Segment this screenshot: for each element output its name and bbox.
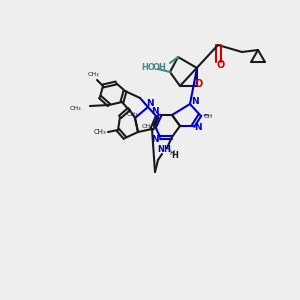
Text: O: O — [195, 79, 203, 89]
Text: HO: HO — [141, 62, 155, 71]
Text: N: N — [151, 136, 159, 145]
Text: N: N — [151, 107, 159, 116]
Text: N: N — [146, 100, 154, 109]
Text: CH₃: CH₃ — [126, 112, 138, 116]
Text: CH: CH — [204, 113, 213, 119]
Text: CH₃: CH₃ — [69, 106, 81, 110]
Text: OH: OH — [153, 62, 167, 71]
Text: CH₃: CH₃ — [94, 129, 106, 135]
Text: H: H — [169, 150, 175, 156]
Text: CH₃: CH₃ — [87, 73, 99, 77]
Text: NH: NH — [157, 146, 171, 154]
Text: =: = — [202, 112, 208, 118]
Text: CH: CH — [142, 124, 151, 128]
Text: N: N — [191, 98, 199, 106]
Text: N: N — [194, 124, 202, 133]
Text: O: O — [217, 60, 225, 70]
Text: H: H — [172, 152, 178, 160]
